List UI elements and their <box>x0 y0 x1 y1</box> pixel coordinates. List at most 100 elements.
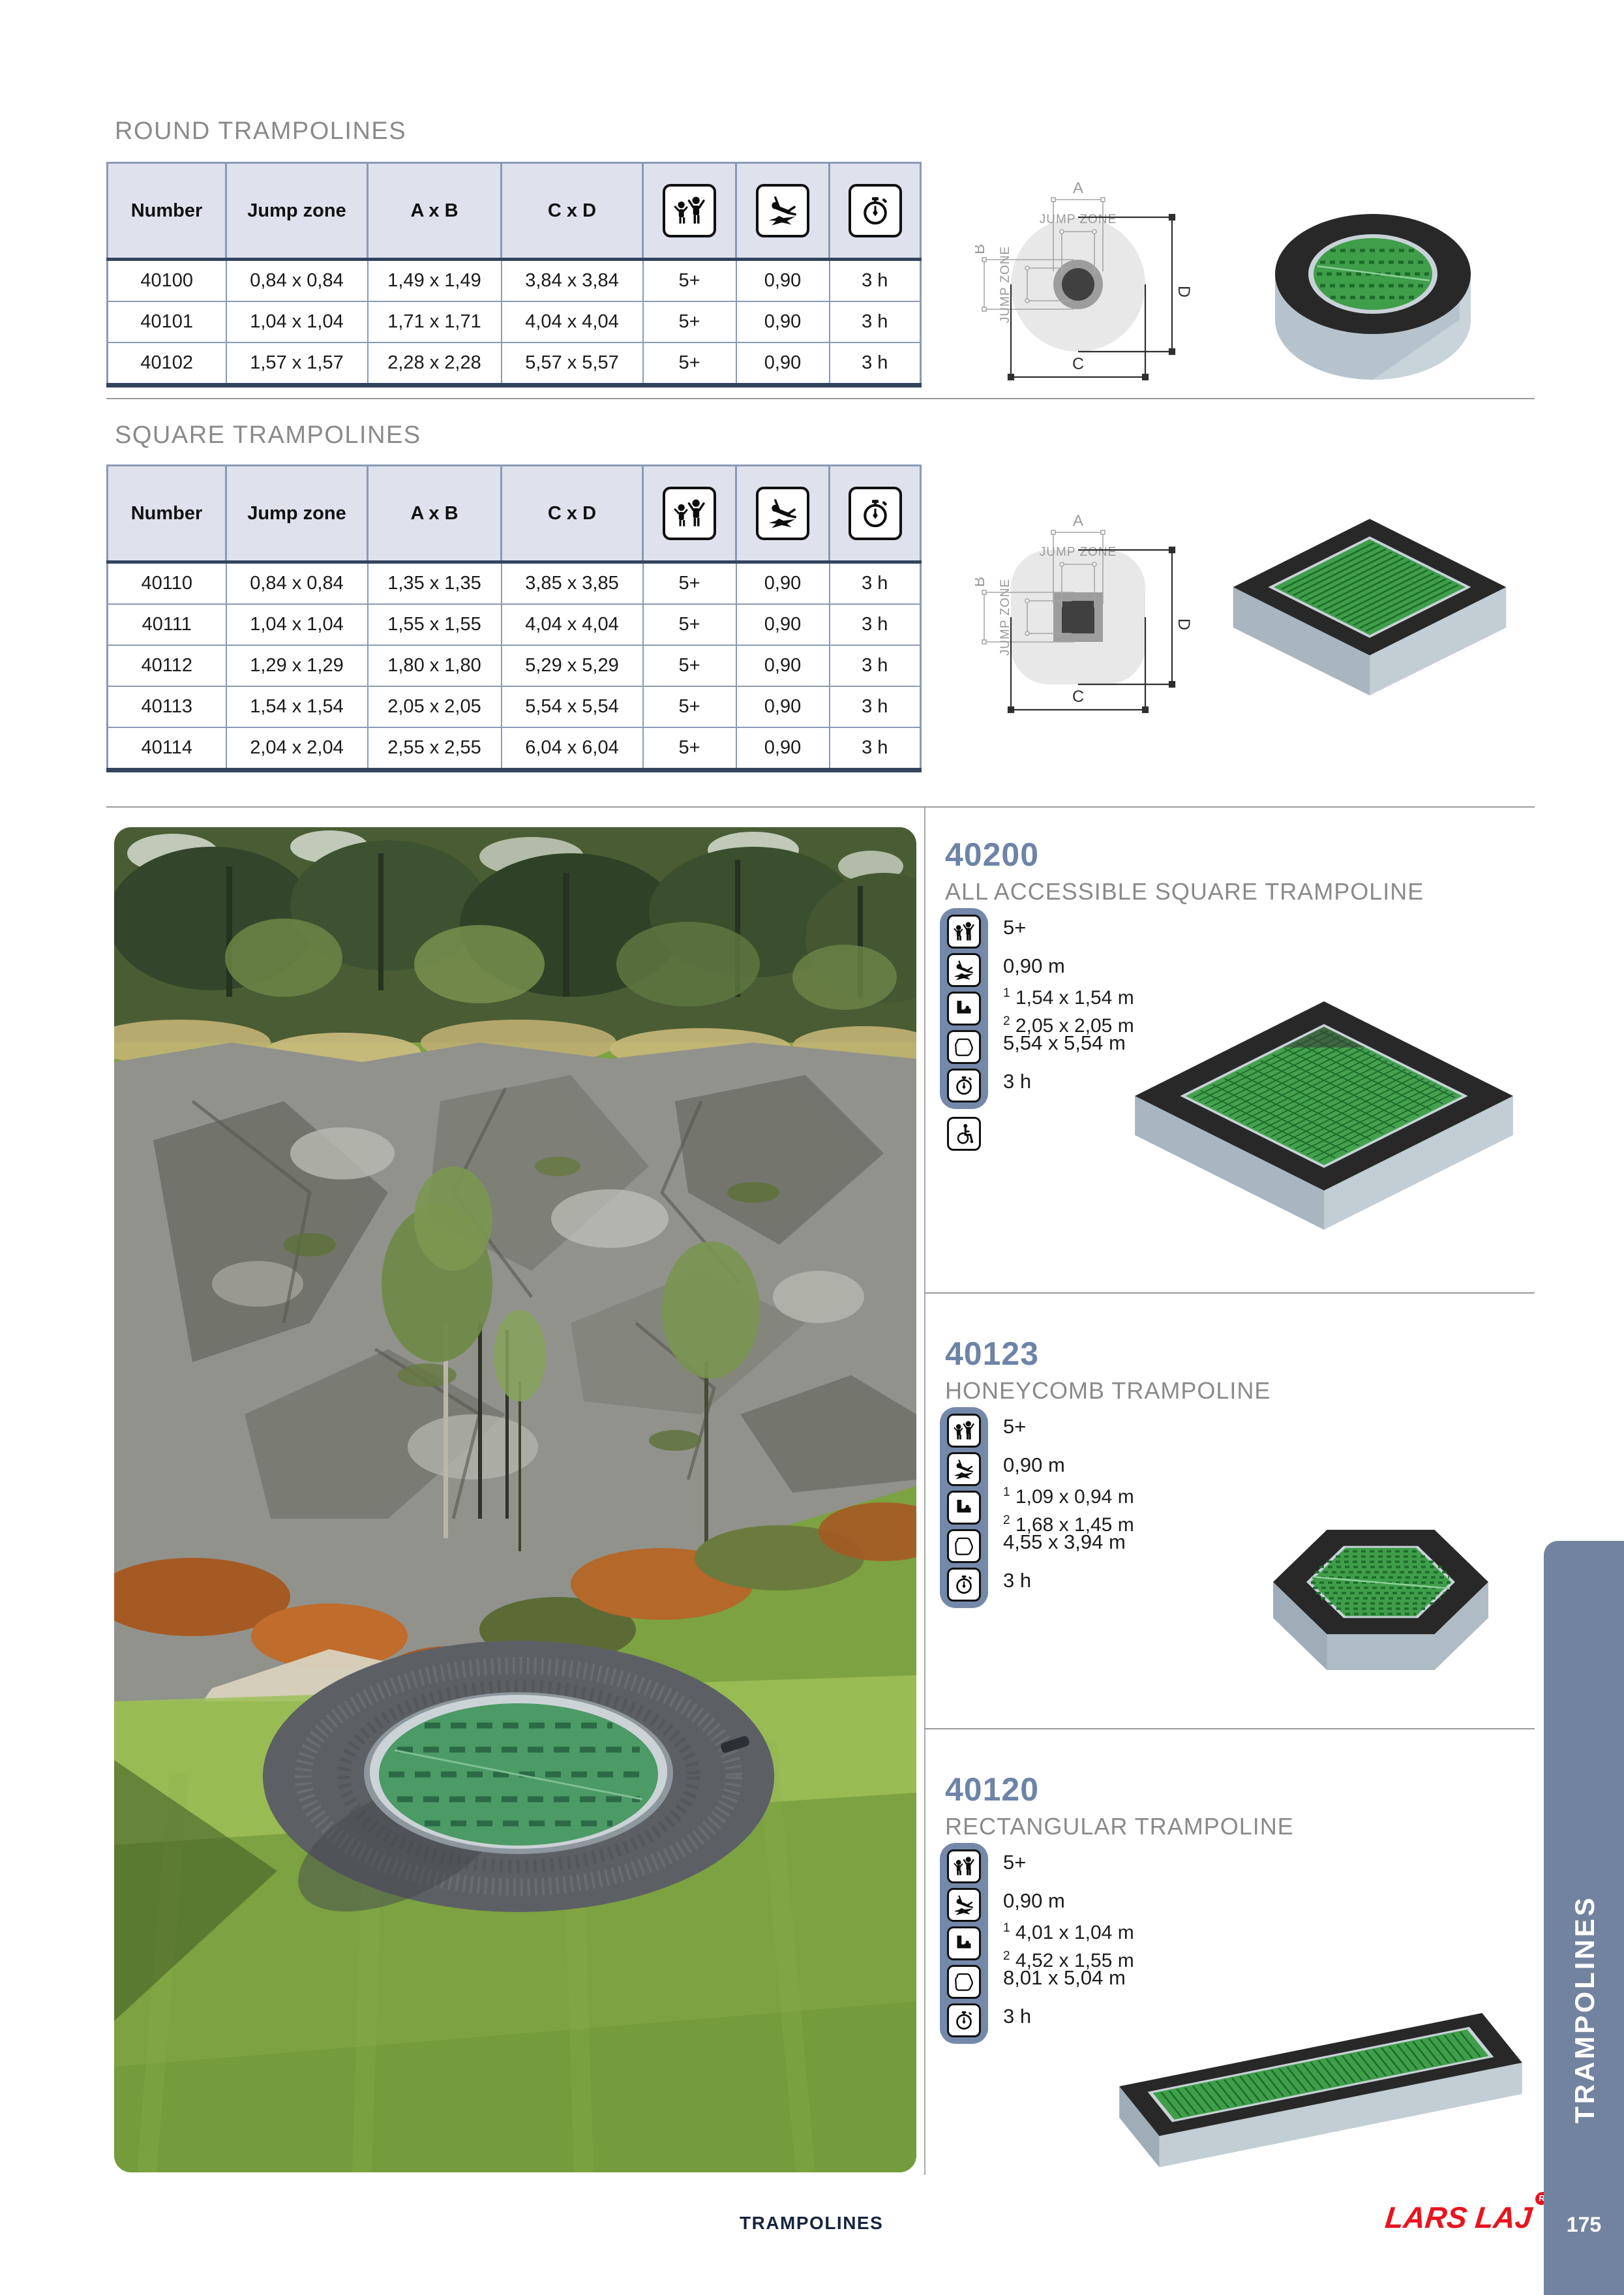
diagram-label-jumpzone-left: JUMP ZONE <box>999 579 1012 656</box>
dim1-superscript: 1 <box>1003 1485 1010 1499</box>
dimensions-icon <box>947 1491 981 1525</box>
cell-time: 3 h <box>828 258 922 302</box>
assembly-time-icon <box>947 1568 981 1602</box>
cell-fall: 0,90 <box>735 561 830 605</box>
table-row: 40102 1,57 x 1,57 2,28 x 2,28 5,57 x 5,5… <box>106 342 922 388</box>
photo-illustration <box>114 827 916 2172</box>
cell-cxd: 5,57 x 5,57 <box>500 342 644 388</box>
install-time-value: 3 h <box>1003 1569 1032 1592</box>
table-row: 40113 1,54 x 1,54 2,05 x 2,05 5,54 x 5,5… <box>106 686 922 728</box>
cell-number: 40102 <box>106 342 227 388</box>
product-spec-icons <box>940 1843 988 2044</box>
space-required-icon <box>947 1965 981 1999</box>
cell-number: 40101 <box>106 301 227 343</box>
cell-jump-zone: 0,84 x 0,84 <box>225 561 368 605</box>
children-icon <box>947 1849 981 1883</box>
round-trampolines-table: Number Jump zone A x B C x D <box>106 162 922 388</box>
table-row: 40114 2,04 x 2,04 2,55 x 2,55 6,04 x 6,0… <box>106 727 922 772</box>
cell-cxd: 3,84 x 3,84 <box>500 258 644 302</box>
dim1-value: 1,09 x 0,94 m <box>1015 1486 1134 1508</box>
side-tab <box>1544 1541 1624 2295</box>
assembly-time-icon <box>947 1069 981 1102</box>
fall-height-icon <box>947 1888 981 1922</box>
product-render-40120 <box>1119 2013 1522 2168</box>
fall-height-icon <box>756 487 809 540</box>
diagram-label-jumpzone-top: JUMP ZONE <box>1040 545 1117 559</box>
product-code: 40123 <box>945 1335 1040 1372</box>
cell-time: 3 h <box>828 342 922 388</box>
children-icon <box>663 487 716 540</box>
wheelchair-icon <box>947 1117 981 1151</box>
diagram-label-jumpzone-left: JUMP ZONE <box>999 246 1012 323</box>
cell-fall: 0,90 <box>735 603 830 646</box>
col-cxd: C x D <box>500 464 644 564</box>
diagram-label-c: C <box>1072 688 1084 706</box>
cell-age: 5+ <box>642 686 737 728</box>
cell-fall: 0,90 <box>735 258 830 302</box>
cell-jump-zone: 1,54 x 1,54 <box>225 686 368 728</box>
cell-cxd: 4,04 x 4,04 <box>500 301 644 343</box>
dim2-superscript: 2 <box>1003 1513 1010 1527</box>
product-render-40200 <box>1135 1001 1513 1230</box>
cell-age: 5+ <box>642 645 737 687</box>
page-number: 175 <box>1566 2213 1602 2236</box>
cell-jump-zone: 1,04 x 1,04 <box>225 603 368 646</box>
cell-age: 5+ <box>642 603 737 646</box>
cell-cxd: 4,04 x 4,04 <box>500 603 644 646</box>
dim1-superscript: 1 <box>1003 1921 1010 1935</box>
cell-time: 3 h <box>828 301 922 343</box>
dim2-superscript: 2 <box>1003 1949 1010 1963</box>
cell-time: 3 h <box>828 727 922 772</box>
assembly-time-icon <box>848 487 902 540</box>
assembly-time-icon <box>947 2003 981 2037</box>
table-header-row: Number Jump zone A x B C x D <box>106 464 922 564</box>
lars-laj-logo: LARS LAJR <box>1383 2192 1550 2235</box>
cell-number: 40110 <box>106 561 227 605</box>
cell-age: 5+ <box>642 258 737 302</box>
cell-age: 5+ <box>642 561 737 605</box>
install-time-value: 3 h <box>1003 1070 1032 1093</box>
cell-age: 5+ <box>642 301 737 343</box>
space-required-icon <box>947 1030 981 1064</box>
dimensions-value: 1 1,09 x 0,94 m 2 1,68 x 1,45 m <box>1003 1481 1134 1537</box>
footer-section-label: TRAMPOLINES <box>740 2213 884 2233</box>
cell-axb: 2,28 x 2,28 <box>367 342 502 388</box>
cell-time: 3 h <box>828 561 922 605</box>
square-dimensions-diagram: A JUMP ZONE B JUMP ZONE D C <box>975 512 1193 714</box>
dimensions-value: 1 1,54 x 1,54 m 2 2,05 x 2,05 m <box>1003 982 1134 1038</box>
col-age-header <box>642 162 737 261</box>
cell-number: 40111 <box>106 603 227 646</box>
diagram-label-b: B <box>975 244 988 254</box>
product-spec-icons <box>940 1407 988 1608</box>
diagram-label-b: B <box>975 577 988 587</box>
fall-height-value: 0,90 m <box>1003 954 1065 977</box>
cell-jump-zone: 1,57 x 1,57 <box>225 342 368 388</box>
dim1-superscript: 1 <box>1003 986 1010 1000</box>
space-value: 5,54 x 5,54 m <box>1003 1031 1126 1054</box>
children-icon <box>947 915 981 949</box>
age-value: 5+ <box>1003 916 1027 939</box>
table-header-row: Number Jump zone A x B C x D <box>106 162 922 261</box>
fall-height-icon <box>947 1452 981 1486</box>
cell-fall: 0,90 <box>735 727 830 772</box>
cell-age: 5+ <box>642 727 737 772</box>
dimensions-icon <box>947 992 981 1026</box>
cell-jump-zone: 1,04 x 1,04 <box>225 301 368 343</box>
table-row: 40111 1,04 x 1,04 1,55 x 1,55 4,04 x 4,0… <box>106 603 922 646</box>
table-row: 40101 1,04 x 1,04 1,71 x 1,71 4,04 x 4,0… <box>106 301 922 343</box>
dimensions-value: 1 4,01 x 1,04 m 2 4,52 x 1,55 m <box>1003 1917 1134 1973</box>
section-divider <box>924 1728 1535 1729</box>
square-trampoline-render <box>1233 519 1507 695</box>
cell-number: 40100 <box>106 258 227 302</box>
round-dimensions-diagram: A JUMP ZONE B JUMP ZONE D C <box>975 179 1193 381</box>
col-age-header <box>642 464 737 564</box>
cell-jump-zone: 1,29 x 1,29 <box>225 645 368 687</box>
cell-fall: 0,90 <box>735 301 830 343</box>
section-divider <box>924 1292 1535 1294</box>
side-tab-label: TRAMPOLINES <box>1569 1895 1600 2123</box>
col-axb: A x B <box>367 464 502 564</box>
dim2-superscript: 2 <box>1003 1014 1010 1028</box>
cell-cxd: 5,54 x 5,54 <box>500 686 644 728</box>
col-fall-header <box>735 464 830 564</box>
